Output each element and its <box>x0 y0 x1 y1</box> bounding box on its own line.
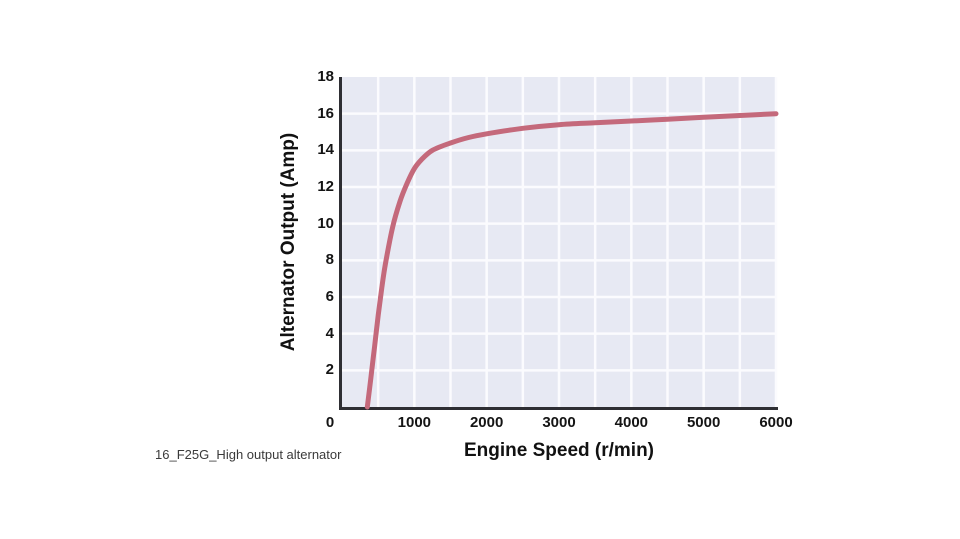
x-tick-label: 1000 <box>397 414 432 431</box>
y-tick-label: 6 <box>325 288 334 305</box>
x-tick-label: 2000 <box>469 414 504 431</box>
y-tick-label: 14 <box>317 141 334 159</box>
series-curve <box>364 111 779 410</box>
x-tick-label: 6000 <box>759 414 793 431</box>
figure-caption: 16_F25G_High output alternator <box>155 447 342 462</box>
x-tick-label: 3000 <box>542 414 576 431</box>
y-tick-label: 18 <box>317 68 334 85</box>
x-tick-label: 0 <box>325 414 335 431</box>
x-tick-label: 5000 <box>686 414 721 431</box>
y-tick-label: 16 <box>317 104 334 122</box>
y-tick-label: 2 <box>325 361 334 379</box>
x-tick-label: 4000 <box>614 414 649 431</box>
y-tick-label: 12 <box>317 178 334 195</box>
y-tick-label: 10 <box>317 214 334 232</box>
y-tick-label: 4 <box>325 324 334 342</box>
x-axis-title: Engine Speed (r/min) <box>463 440 655 461</box>
y-tick-label: 8 <box>325 251 334 269</box>
